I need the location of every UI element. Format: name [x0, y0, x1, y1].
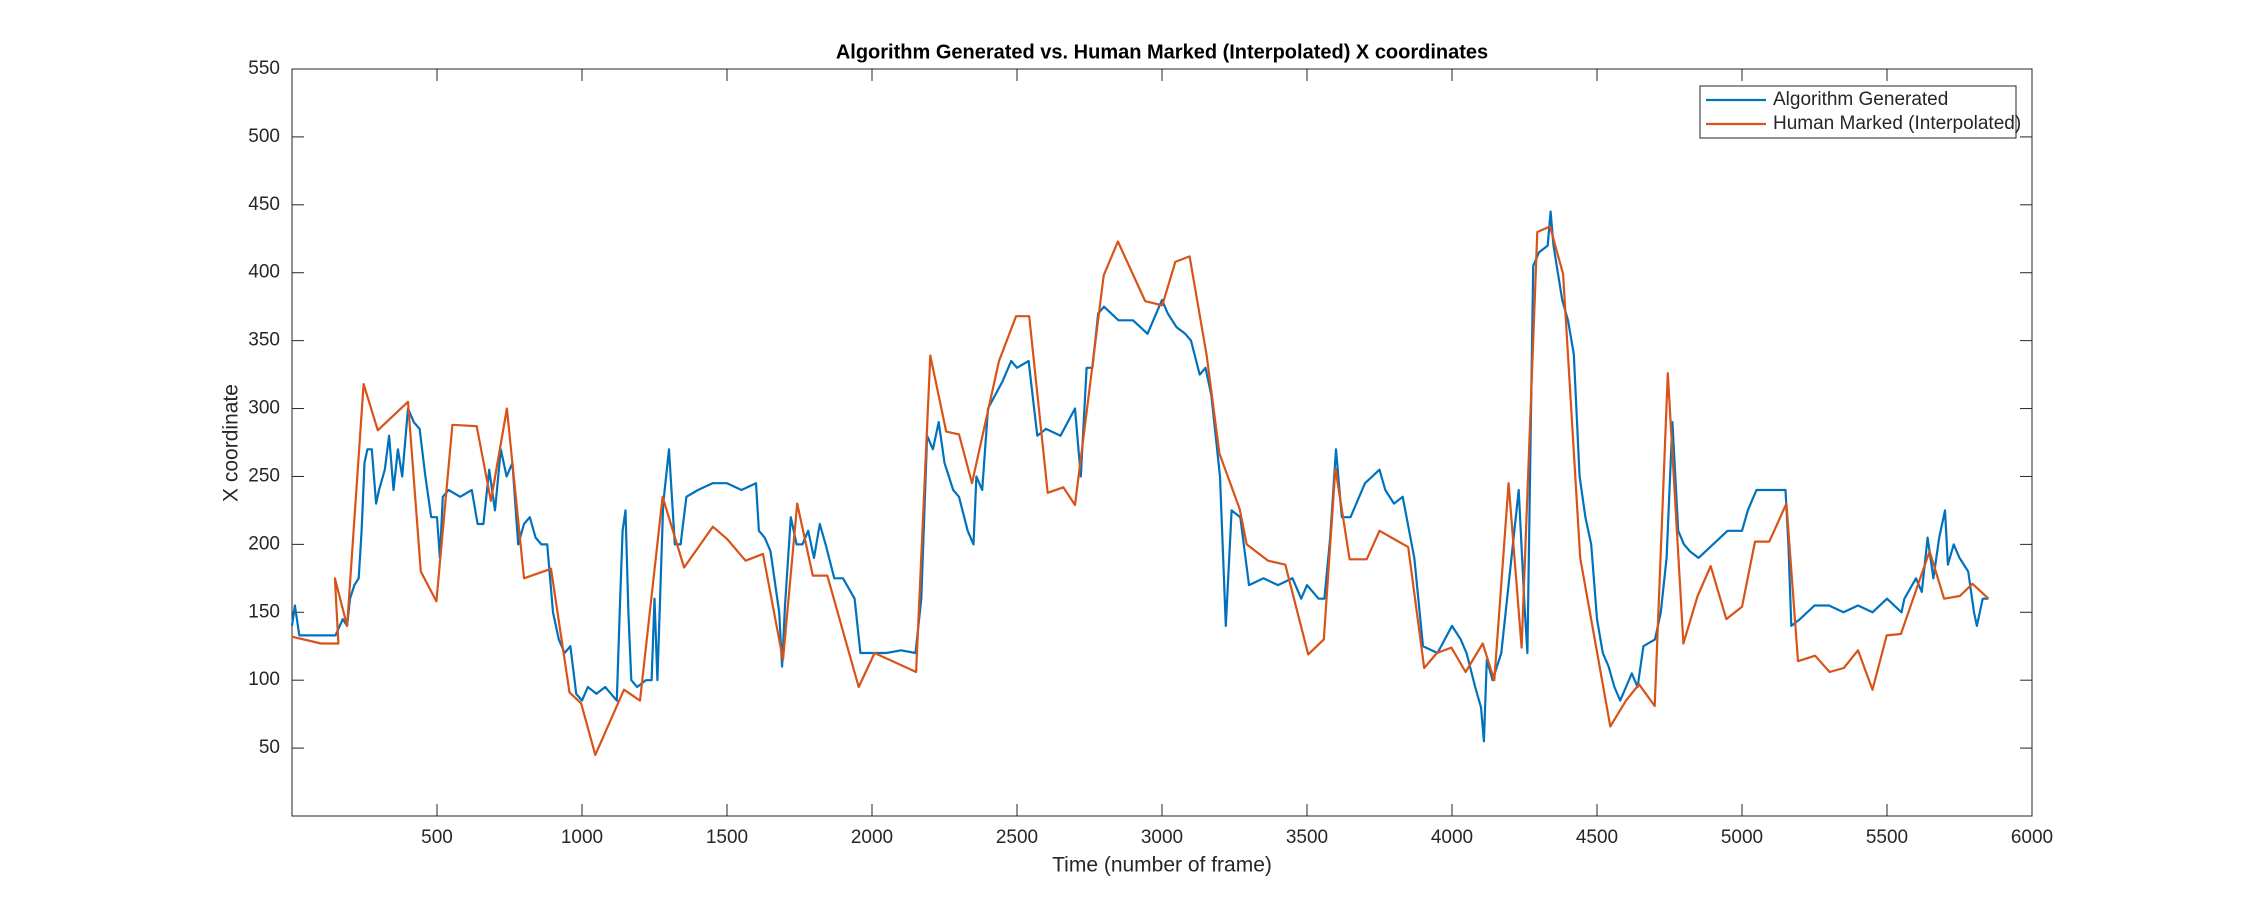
x-tick-label: 5000 — [1721, 827, 1763, 848]
y-tick-label: 200 — [248, 533, 280, 554]
x-tick-label: 2000 — [851, 827, 893, 848]
x-tick-label: 1500 — [706, 827, 748, 848]
y-tick-label: 400 — [248, 262, 280, 283]
y-axis-label: X coordinate — [220, 384, 243, 502]
x-tick-label: 3000 — [1141, 827, 1183, 848]
legend-label: Algorithm Generated — [1773, 89, 1948, 110]
y-tick-label: 150 — [248, 601, 280, 622]
y-tick-label: 350 — [248, 330, 280, 351]
y-tick-label: 100 — [248, 669, 280, 690]
x-tick-label: 6000 — [2011, 827, 2053, 848]
x-tick-label: 1000 — [561, 827, 603, 848]
y-tick-label: 450 — [248, 194, 280, 215]
x-tick-label: 3500 — [1286, 827, 1328, 848]
plot-area — [291, 68, 2033, 817]
x-tick-label: 4000 — [1431, 827, 1473, 848]
y-tick-label: 550 — [248, 58, 280, 79]
x-tick-label: 500 — [421, 827, 453, 848]
legend-label: Human Marked (Interpolated) — [1773, 113, 2021, 134]
chart-title: Algorithm Generated vs. Human Marked (In… — [836, 41, 1488, 63]
y-tick-label: 300 — [248, 398, 280, 419]
x-tick-label: 4500 — [1576, 827, 1618, 848]
legend-box — [1699, 85, 2017, 139]
series-line — [291, 225, 1990, 756]
x-axis-label: Time (number of frame) — [1052, 854, 1272, 877]
y-tick-label: 250 — [248, 465, 280, 486]
y-tick-label: 50 — [259, 737, 280, 758]
y-tick-label: 500 — [248, 126, 280, 147]
x-tick-label: 2500 — [996, 827, 1038, 848]
x-tick-label: 5500 — [1866, 827, 1908, 848]
